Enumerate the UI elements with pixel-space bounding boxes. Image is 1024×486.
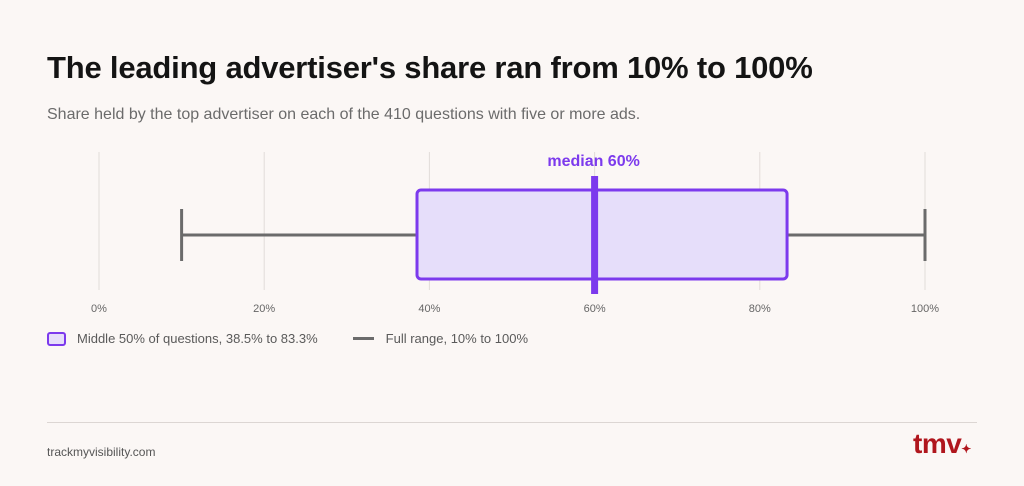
footer-url: trackmyvisibility.com — [47, 445, 156, 459]
x-tick-label: 100% — [911, 303, 939, 315]
x-tick-label: 40% — [418, 303, 440, 315]
legend-line-label: Full range, 10% to 100% — [385, 331, 529, 346]
logo-mark-icon: ✦ — [961, 442, 971, 456]
median-label: median 60% — [547, 153, 639, 170]
chart-subtitle: Share held by the top advertiser on each… — [47, 106, 641, 123]
x-tick-label: 80% — [749, 303, 771, 315]
x-tick-label: 60% — [584, 303, 606, 315]
box-plot: 0% 20% 40% 60% 80% 100% median 60% — [91, 152, 939, 315]
x-tick-label: 0% — [91, 303, 107, 315]
legend-line-swatch — [352, 337, 374, 340]
legend-box-label: Middle 50% of questions, 38.5% to 83.3% — [77, 331, 318, 346]
iqr-box — [415, 188, 789, 281]
legend-box-swatch — [47, 331, 66, 346]
brand-logo: tmv✦ — [913, 428, 971, 460]
legend: Middle 50% of questions, 38.5% to 83.3% … — [47, 331, 528, 346]
chart-title: The leading advertiser's share ran from … — [47, 50, 813, 85]
x-tick-label: 20% — [253, 303, 275, 315]
footer-divider — [47, 422, 977, 423]
logo-text: tmv — [913, 428, 962, 459]
